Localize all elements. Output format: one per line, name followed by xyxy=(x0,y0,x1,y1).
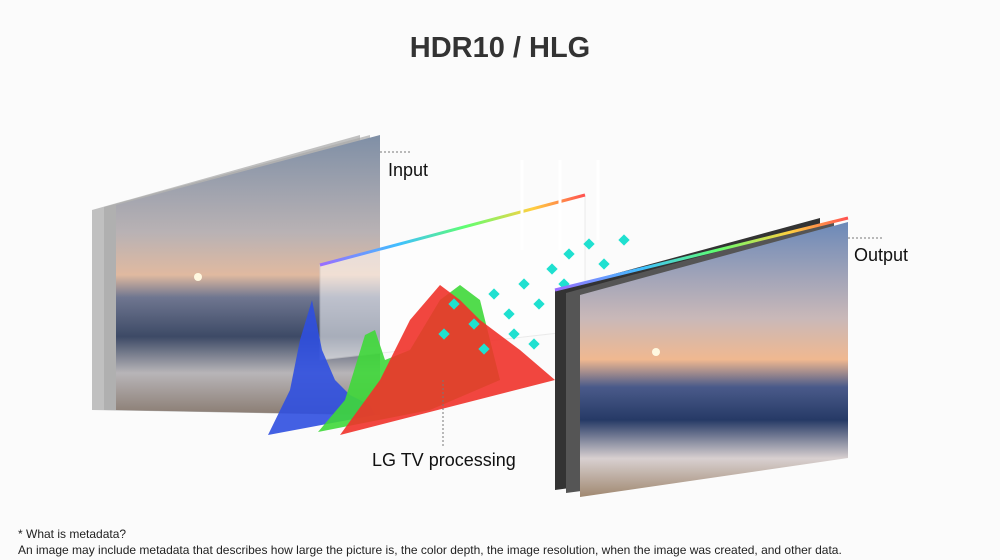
footnote-question: * What is metadata? xyxy=(18,527,127,541)
input-label: Input xyxy=(388,160,429,180)
processing-label: LG TV processing xyxy=(372,450,516,470)
histogram-red xyxy=(340,285,555,435)
output-image-stack xyxy=(554,216,849,497)
output-label: Output xyxy=(854,245,909,265)
footnote-answer: An image may include metadata that descr… xyxy=(18,543,842,557)
leader-lines xyxy=(380,151,882,448)
page-title: HDR10 / HLG xyxy=(409,32,591,64)
metadata-particles xyxy=(438,234,630,355)
histograms xyxy=(268,285,555,435)
processing-panel xyxy=(319,160,600,361)
